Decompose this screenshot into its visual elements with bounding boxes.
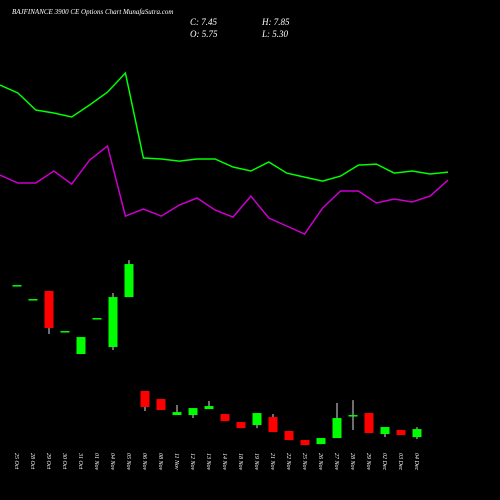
indicator-line (0, 71, 449, 182)
x-tick-label: 28 Nov (349, 453, 355, 471)
candle-body (364, 413, 374, 434)
candle-body (188, 408, 198, 416)
candle-body (108, 297, 118, 348)
chart-title: BAJFINANCE 3900 CE Options Chart MunafaS… (12, 8, 173, 16)
candle-body (140, 391, 150, 408)
x-tick-label: 28 Oct (29, 453, 35, 469)
candle-body (156, 399, 166, 411)
x-tick-label: 03 Dec (397, 453, 403, 470)
x-tick-label: 11 Nov (173, 453, 179, 470)
x-tick-label: 01 Nov (93, 453, 99, 471)
candle-body (300, 440, 310, 446)
candle-body (412, 429, 422, 438)
candle-body (28, 299, 38, 301)
candle-body (12, 285, 22, 287)
x-tick-label: 30 Oct (61, 452, 67, 469)
info-low: L: 5.30 (261, 29, 289, 39)
candle-body (44, 291, 54, 329)
indicator-line (0, 144, 449, 235)
x-tick-label: 05 Nov (125, 453, 131, 471)
candle-body (124, 264, 134, 298)
x-tick-label: 12 Nov (189, 453, 195, 471)
x-tick-label: 06 Nov (141, 453, 147, 471)
x-tick-label: 18 Nov (237, 453, 243, 471)
x-tick-label: 26 Nov (317, 453, 323, 471)
candle-body (236, 422, 246, 429)
x-tick-label: 04 Nov (109, 453, 116, 471)
candle-body (92, 318, 102, 320)
candle-body (316, 438, 326, 445)
candle-body (172, 412, 182, 416)
candle-body (380, 427, 390, 435)
x-tick-label: 31 Oct (77, 452, 83, 469)
candle-body (76, 337, 86, 355)
candle-body (60, 331, 70, 333)
x-tick-label: 22 Nov (285, 453, 291, 471)
x-tick-label: 14 Nov (221, 453, 228, 471)
x-tick-label: 29 Oct (45, 453, 51, 469)
x-tick-label: 27 Nov (333, 453, 339, 471)
x-tick-label: 21 Nov (269, 453, 275, 471)
candle-body (252, 413, 262, 426)
candle-body (220, 414, 230, 422)
x-tick-label: 19 Nov (253, 453, 259, 471)
candle-body (396, 430, 406, 436)
candle-body (348, 415, 358, 417)
candle-body (284, 431, 294, 441)
x-tick-label: 04 Dec (413, 453, 420, 470)
x-tick-label: 02 Dec (381, 453, 387, 470)
x-tick-label: 13 Nov (205, 453, 211, 471)
info-close: C: 7.45 (190, 17, 218, 27)
x-tick-label: 08 Nov (157, 453, 163, 471)
candle-body (332, 418, 342, 439)
info-high: H: 7.85 (261, 17, 290, 27)
info-open: O: 5.75 (190, 29, 218, 39)
candle-body (204, 406, 214, 410)
candle-body (268, 417, 278, 433)
x-tick-label: 29 Nov (365, 453, 371, 471)
x-tick-label: 25 Oct (13, 453, 19, 469)
x-tick-label: 25 Nov (301, 453, 307, 471)
